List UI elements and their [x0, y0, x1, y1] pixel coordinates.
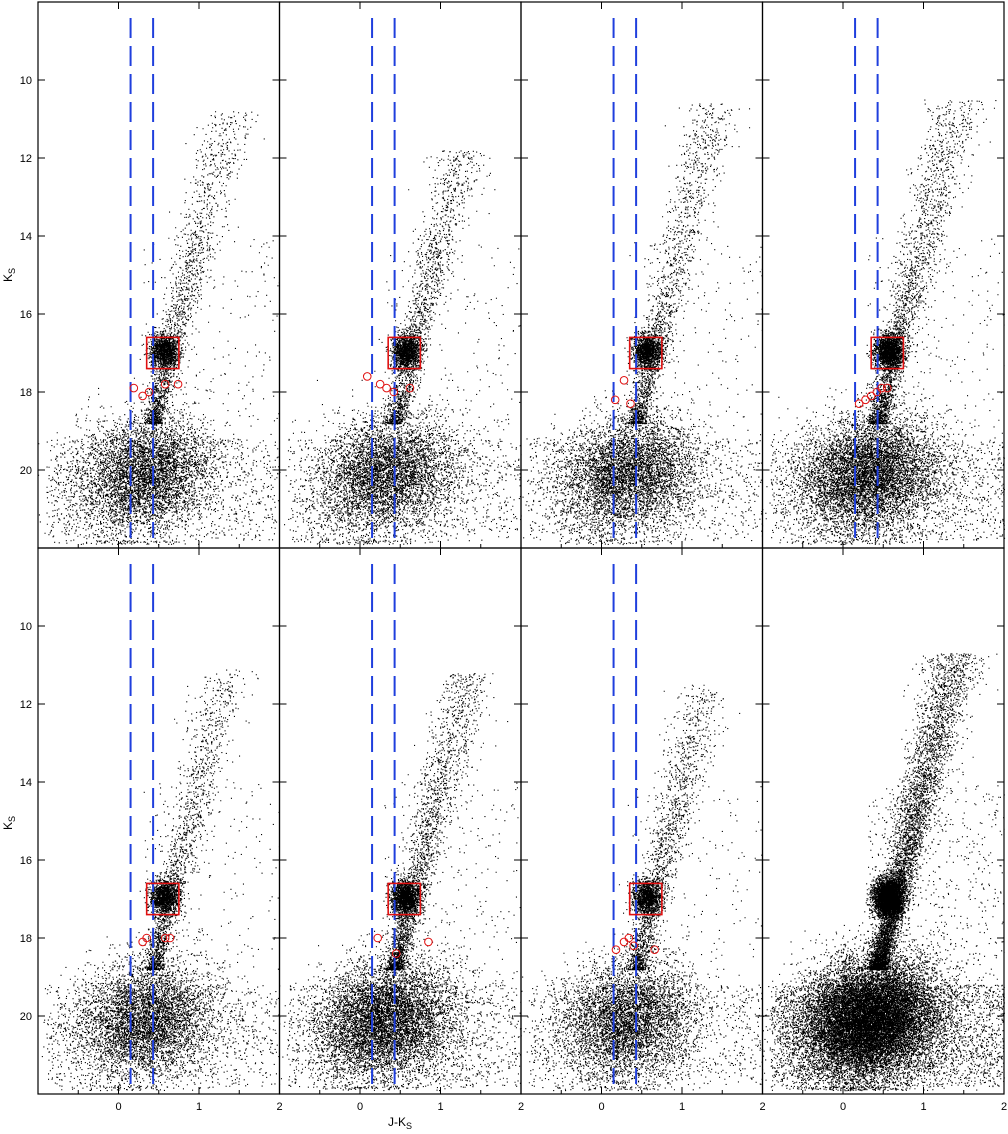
x-axis-label: J-KS: [388, 1115, 412, 1131]
panel-1-1: [278, 547, 522, 1095]
x-tick-label: 0: [598, 1101, 604, 1113]
red-clump-box: [870, 336, 905, 370]
highlight-circle: [160, 379, 170, 389]
panels-layer: [37, 1, 1006, 1095]
star-points: [280, 673, 522, 1092]
x-tick-label: 1: [679, 1101, 685, 1113]
y-tick-label: 20: [20, 1011, 32, 1023]
x-tick-label: 2: [1001, 1101, 1007, 1113]
highlight-circle: [650, 945, 659, 955]
highlight-circle: [138, 391, 147, 401]
highlight-circle: [629, 941, 639, 951]
highlight-circle: [854, 399, 864, 409]
highlight-circle: [375, 379, 385, 389]
highlight-circle: [619, 937, 629, 947]
highlight-circle: [882, 383, 892, 393]
highlight-circle: [362, 372, 372, 381]
svg-text:KS: KS: [1, 816, 17, 830]
star-points: [765, 99, 1006, 546]
y-tick-label: 10: [20, 621, 32, 633]
highlight-circle: [405, 383, 415, 393]
panel-0-0: [37, 1, 281, 549]
x-tick-label: 0: [115, 1101, 121, 1113]
x-axis-label-main: J-K: [388, 1115, 406, 1129]
highlight-circle: [626, 399, 635, 409]
panel-0-2: [520, 1, 764, 549]
highlight-circle: [382, 383, 391, 393]
y-tick-label: 12: [20, 699, 32, 711]
y-tick-label: 20: [20, 465, 32, 477]
star-points: [38, 111, 281, 546]
highlight-circle: [877, 383, 886, 393]
y-tick-label: 18: [20, 387, 32, 399]
highlight-circle: [424, 937, 433, 947]
y-axis-label-top: KS: [1, 268, 17, 282]
red-clump-box: [628, 336, 663, 370]
x-tick-label: 2: [276, 1101, 282, 1113]
highlight-circle: [861, 395, 870, 405]
highlight-circle: [173, 379, 183, 389]
star-points: [284, 150, 522, 546]
highlight-circle: [610, 395, 620, 405]
y-tick-label: 16: [20, 855, 32, 867]
x-tick-label: 2: [759, 1101, 765, 1113]
y-tick-label: 16: [20, 309, 32, 321]
x-tick-label: 1: [437, 1101, 443, 1113]
red-clump-box: [387, 882, 422, 916]
x-tick-label: 0: [357, 1101, 363, 1113]
x-tick-label: 1: [196, 1101, 202, 1113]
y-axis-label-top-main: K: [1, 274, 15, 282]
y-axis-label-top-sub: S: [7, 268, 17, 274]
panel-1-0: [37, 547, 281, 1095]
x-axis-label-sub: S: [406, 1121, 412, 1131]
highlight-circle: [160, 933, 170, 943]
y-tick-label: 12: [20, 153, 32, 165]
highlight-circle: [373, 933, 383, 943]
y-tick-label: 14: [20, 231, 32, 243]
highlight-circle: [142, 933, 151, 943]
star-points: [41, 669, 281, 1092]
red-clump-box: [145, 336, 180, 370]
highlight-circle: [624, 933, 634, 943]
panel-1-3: [761, 547, 1005, 1095]
red-clump-box: [628, 882, 663, 916]
star-points: [762, 653, 1005, 1092]
highlight-circle: [611, 945, 621, 955]
x-tick-label: 0: [840, 1101, 846, 1113]
y-axis-label-bottom-main: K: [1, 822, 15, 830]
star-points: [521, 684, 764, 1092]
highlight-circle: [866, 391, 876, 401]
x-tick-label: 1: [920, 1101, 926, 1113]
highlight-circle: [144, 387, 154, 397]
red-clump-box: [387, 336, 422, 370]
highlight-circle: [391, 949, 401, 958]
panel-1-2: [520, 547, 764, 1095]
highlight-circle: [165, 933, 175, 943]
y-tick-label: 10: [20, 75, 32, 87]
star-points: [522, 103, 764, 546]
panel-0-1: [278, 1, 522, 549]
panel-frame: [761, 1, 1005, 549]
y-axis-label-bottom-sub: S: [7, 816, 17, 822]
y-axis-label-bottom: KS: [1, 816, 17, 830]
y-tick-label: 14: [20, 777, 32, 789]
highlight-circle: [619, 376, 629, 385]
svg-text:KS: KS: [1, 268, 17, 282]
panel-0-3: [761, 1, 1006, 549]
y-tick-label: 18: [20, 933, 32, 945]
red-clump-box: [145, 882, 180, 916]
highlight-circle: [129, 383, 139, 393]
highlight-circle: [389, 387, 399, 397]
x-tick-label: 2: [518, 1101, 524, 1113]
